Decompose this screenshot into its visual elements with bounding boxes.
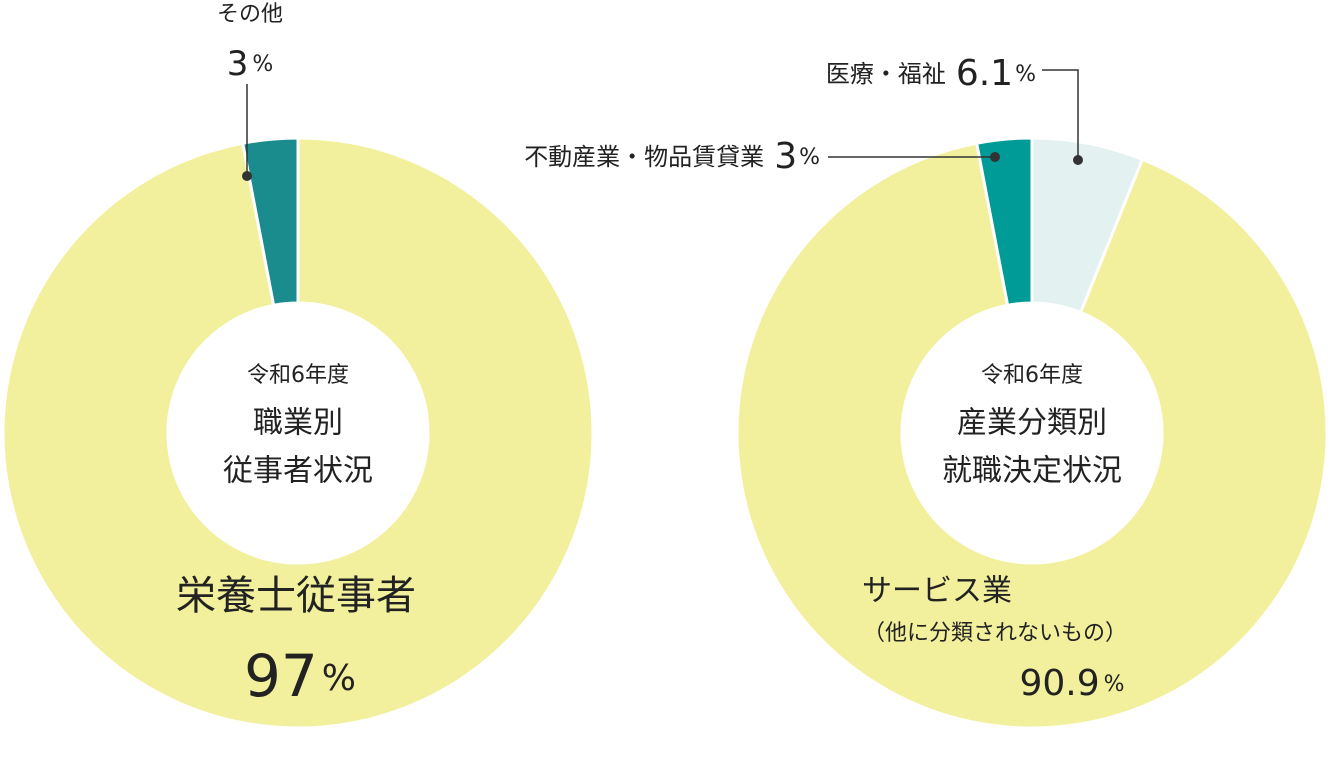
donut-segment: [240, 136, 300, 308]
center-text: 産業分類別: [957, 406, 1107, 441]
center-text: 従事者状況: [223, 454, 373, 489]
leader-dot: [1073, 155, 1083, 165]
category-note: （他に分類されないもの）: [863, 621, 1127, 646]
value-number: 6.1: [956, 53, 1013, 94]
value-number: 90.9: [1019, 663, 1099, 704]
value-number: 3: [227, 44, 249, 84]
value-number: 3: [774, 136, 797, 177]
center-text: 職業別: [253, 406, 343, 441]
category-label: 医療・福祉: [826, 60, 946, 88]
value-unit: %: [1015, 62, 1036, 87]
center-text: 令和6年度: [981, 363, 1083, 388]
value-unit: %: [322, 658, 356, 699]
value-label: 97%: [244, 642, 356, 710]
category-label: サービス業: [862, 574, 1012, 609]
value-label: 3%: [227, 44, 274, 84]
leader-dot: [990, 152, 1000, 162]
value-number: 97: [244, 642, 318, 710]
leader-dot: [242, 171, 252, 181]
value-unit: %: [252, 52, 273, 77]
value-unit: %: [799, 145, 820, 170]
value-label: 90.9%: [1019, 663, 1124, 704]
segment-label: 医療・福祉 6.1%: [826, 53, 1036, 94]
donut-segment: [1, 136, 595, 730]
leader-line: [1042, 69, 1079, 160]
category-label: その他: [217, 2, 283, 27]
center-text: 就職決定状況: [942, 454, 1122, 489]
category-label: 栄養士従事者: [176, 573, 416, 619]
value-unit: %: [1104, 672, 1125, 697]
segment-label: 不動産業・物品賃貸業 3%: [524, 136, 820, 177]
category-label: 不動産業・物品賃貸業: [524, 143, 764, 171]
donut-segment: [974, 136, 1034, 308]
donut-segment: [735, 141, 1329, 730]
center-text: 令和6年度: [247, 363, 349, 388]
